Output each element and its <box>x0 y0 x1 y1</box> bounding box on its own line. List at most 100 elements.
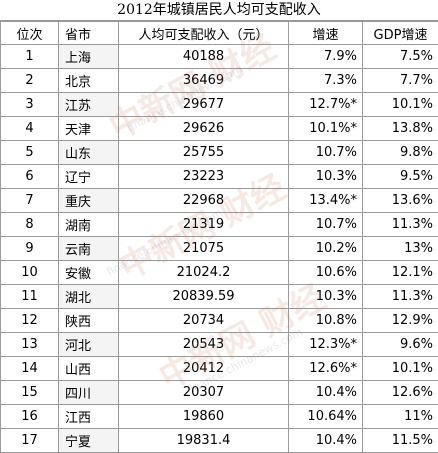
growth-cell: 10.7% <box>289 213 363 237</box>
gdp-growth-cell: 7.5% <box>363 45 438 69</box>
gdp-growth-cell: 11.3% <box>363 285 438 309</box>
income-cell: 20412 <box>119 357 289 381</box>
growth-cell: 7.3% <box>289 69 363 93</box>
gdp-growth-cell: 13% <box>363 237 438 261</box>
rank-cell: 3 <box>1 93 59 117</box>
gdp-growth-cell: 9.8% <box>363 141 438 165</box>
header-row: 位次 省市 人均可支配收入（元） 增速 GDP增速 <box>1 22 438 45</box>
province-cell: 重庆 <box>59 189 119 213</box>
income-cell: 20734 <box>119 309 289 333</box>
gdp-growth-cell: 11% <box>363 405 438 429</box>
rank-cell: 11 <box>1 285 59 309</box>
header-province: 省市 <box>59 22 119 45</box>
province-cell: 辽宁 <box>59 165 119 189</box>
header-rank: 位次 <box>1 22 59 45</box>
gdp-growth-cell: 12.6% <box>363 381 438 405</box>
province-cell: 河北 <box>59 333 119 357</box>
province-cell: 四川 <box>59 381 119 405</box>
province-cell: 湖南 <box>59 213 119 237</box>
income-cell: 25755 <box>119 141 289 165</box>
province-cell: 北京 <box>59 69 119 93</box>
income-cell: 36469 <box>119 69 289 93</box>
growth-cell: 12.7%* <box>289 93 363 117</box>
gdp-growth-cell: 13.8% <box>363 117 438 141</box>
gdp-growth-cell: 13.6% <box>363 189 438 213</box>
province-cell: 山东 <box>59 141 119 165</box>
rank-cell: 6 <box>1 165 59 189</box>
growth-cell: 10.6% <box>289 261 363 285</box>
income-cell: 20543 <box>119 333 289 357</box>
rank-cell: 8 <box>1 213 59 237</box>
income-cell: 21319 <box>119 213 289 237</box>
rank-cell: 1 <box>1 45 59 69</box>
header-gdp-growth: GDP增速 <box>363 22 438 45</box>
income-cell: 20307 <box>119 381 289 405</box>
growth-cell: 10.3% <box>289 285 363 309</box>
rank-cell: 10 <box>1 261 59 285</box>
growth-cell: 10.8% <box>289 309 363 333</box>
income-cell: 21075 <box>119 237 289 261</box>
growth-cell: 12.3%* <box>289 333 363 357</box>
income-cell: 19860 <box>119 405 289 429</box>
income-ranking-sheet: 2012年城镇居民人均可支配收入 位次 省市 人均可支配收入（元） 增速 GDP… <box>0 0 438 432</box>
rank-cell: 5 <box>1 141 59 165</box>
gdp-growth-cell: 10.1% <box>363 357 438 381</box>
province-cell: 陕西 <box>59 309 119 333</box>
income-cell: 29626 <box>119 117 289 141</box>
province-cell: 江苏 <box>59 93 119 117</box>
income-cell: 20839.59 <box>119 285 289 309</box>
header-growth: 增速 <box>289 22 363 45</box>
income-cell: 19831.4 <box>119 429 289 453</box>
gdp-growth-cell: 12.1% <box>363 261 438 285</box>
province-cell: 江西 <box>59 405 119 429</box>
gdp-growth-cell: 12.9% <box>363 309 438 333</box>
income-cell: 23223 <box>119 165 289 189</box>
rank-cell: 13 <box>1 333 59 357</box>
gdp-growth-cell: 9.6% <box>363 333 438 357</box>
growth-cell: 7.9% <box>289 45 363 69</box>
province-cell: 天津 <box>59 117 119 141</box>
income-cell: 21024.2 <box>119 261 289 285</box>
income-cell: 22968 <box>119 189 289 213</box>
growth-cell: 10.7% <box>289 141 363 165</box>
header-income: 人均可支配收入（元） <box>119 22 289 45</box>
province-cell: 安徽 <box>59 261 119 285</box>
rank-cell: 17 <box>1 429 59 453</box>
province-cell: 云南 <box>59 237 119 261</box>
rank-cell: 7 <box>1 189 59 213</box>
growth-cell: 13.4%* <box>289 189 363 213</box>
growth-cell: 10.4% <box>289 429 363 453</box>
growth-cell: 10.64% <box>289 405 363 429</box>
province-cell: 湖北 <box>59 285 119 309</box>
rank-cell: 15 <box>1 381 59 405</box>
rank-cell: 9 <box>1 237 59 261</box>
growth-cell: 10.2% <box>289 237 363 261</box>
rank-cell: 4 <box>1 117 59 141</box>
growth-cell: 10.3% <box>289 165 363 189</box>
gdp-growth-cell: 9.5% <box>363 165 438 189</box>
gdp-growth-cell: 11.5% <box>363 429 438 453</box>
gdp-growth-cell: 7.7% <box>363 69 438 93</box>
growth-cell: 10.1%* <box>289 117 363 141</box>
province-cell: 上海 <box>59 45 119 69</box>
table-title: 2012年城镇居民人均可支配收入 <box>0 0 438 21</box>
growth-cell: 10.4% <box>289 381 363 405</box>
